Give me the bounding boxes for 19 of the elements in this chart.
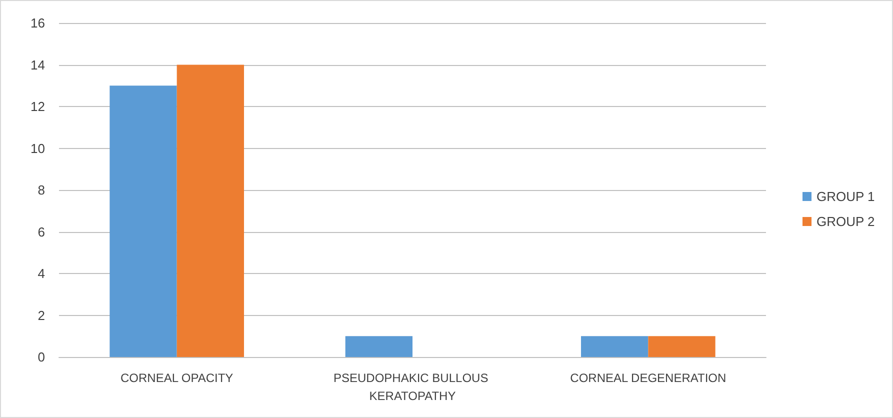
- y-tick-label: 12: [30, 99, 45, 114]
- y-tick-label: 10: [30, 140, 45, 156]
- y-tick-label: 8: [38, 182, 45, 198]
- y-tick-label: 0: [38, 350, 45, 364]
- bar: [648, 336, 716, 357]
- legend-label: GROUP 2: [816, 214, 875, 229]
- y-tick-label: 14: [30, 57, 45, 72]
- bar: [110, 86, 177, 357]
- bar: [176, 64, 244, 357]
- y-tick-label: 2: [38, 308, 45, 323]
- y-tick-label: 16: [30, 16, 45, 30]
- legend-label: GROUP 1: [816, 189, 875, 204]
- y-tick-label: 4: [38, 266, 45, 281]
- y-tick-label: 6: [38, 224, 45, 240]
- bar: [581, 336, 648, 357]
- bar: [345, 336, 412, 357]
- x-tick-label: CORNEAL OPACITY: [120, 371, 234, 385]
- x-tick-label: CORNEAL DEGENERATION: [570, 371, 726, 385]
- x-tick-label: PSEUDOPHAKIC BULLOUS KERATOPATHY: [333, 371, 492, 403]
